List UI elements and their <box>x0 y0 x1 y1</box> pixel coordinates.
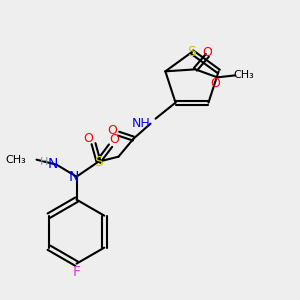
Text: NH: NH <box>132 117 151 130</box>
Text: CH₃: CH₃ <box>6 155 26 165</box>
Text: S: S <box>188 45 196 59</box>
Text: S: S <box>94 155 103 169</box>
Text: O: O <box>202 46 212 59</box>
Text: CH₃: CH₃ <box>233 70 254 80</box>
Text: O: O <box>210 77 220 90</box>
Text: O: O <box>110 133 119 146</box>
Text: F: F <box>73 265 80 279</box>
Text: N: N <box>68 170 79 184</box>
Text: H: H <box>40 157 49 167</box>
Text: N: N <box>47 157 58 171</box>
Text: O: O <box>108 124 118 137</box>
Text: O: O <box>84 132 94 145</box>
